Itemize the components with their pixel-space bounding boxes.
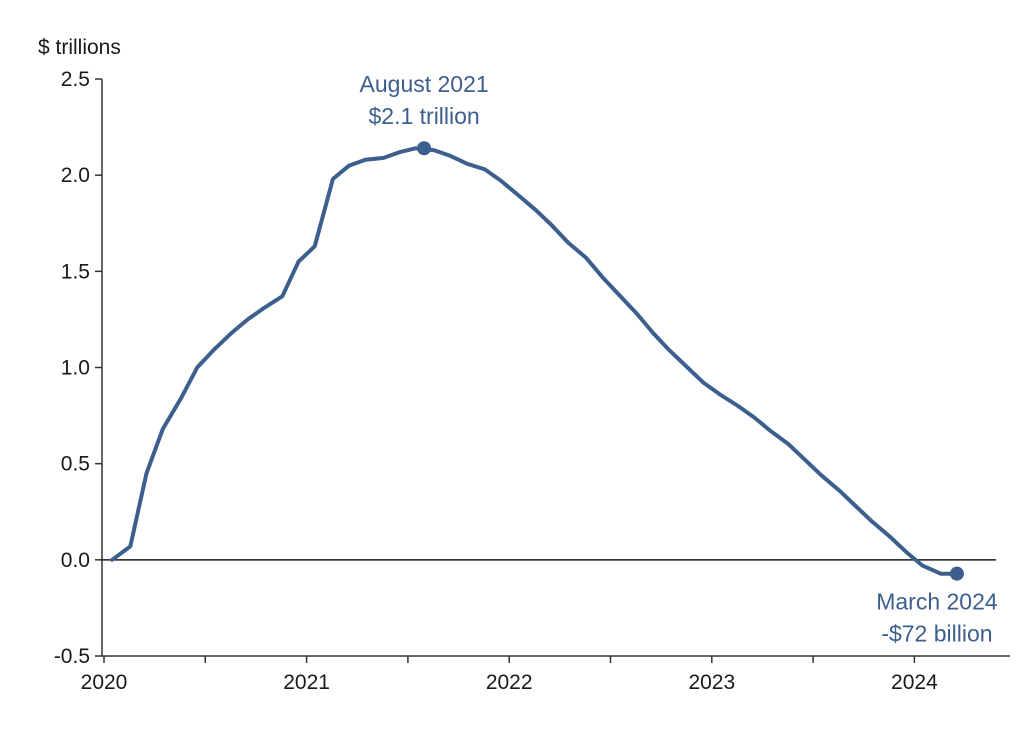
x-tick-label: 2023 bbox=[688, 671, 735, 694]
annotation-value: -$72 billion bbox=[881, 621, 992, 647]
series-line bbox=[110, 146, 959, 576]
y-tick-label: 0.5 bbox=[61, 453, 90, 476]
y-tick-label: 2.0 bbox=[61, 164, 90, 187]
annotation-date: August 2021 bbox=[360, 71, 489, 97]
annotations: August 2021 $2.1 trillion March 2024 -$72 b… bbox=[360, 71, 998, 646]
y-tick-label: 1.0 bbox=[61, 357, 90, 380]
y-axis: 2.5 2.0 1.5 1.0 0.5 0.0 -0.5 bbox=[54, 68, 103, 668]
annotation-marker bbox=[949, 566, 964, 581]
y-axis-unit-label: $ trillions bbox=[38, 36, 121, 59]
y-tick-label: -0.5 bbox=[54, 645, 90, 668]
annotation-marker bbox=[417, 141, 432, 156]
x-axis: 2020 2021 2022 2023 2024 bbox=[81, 655, 1010, 694]
annotation-date: March 2024 bbox=[876, 589, 998, 615]
x-tick-label: 2024 bbox=[891, 671, 938, 694]
x-tick-label: 2020 bbox=[81, 671, 128, 694]
x-tick-label: 2022 bbox=[486, 671, 533, 694]
y-tick-label: 0.0 bbox=[61, 549, 90, 572]
x-tick-label: 2021 bbox=[283, 671, 330, 694]
y-tick-label: 2.5 bbox=[61, 68, 90, 91]
y-tick-label: 1.5 bbox=[61, 260, 90, 283]
annotation-value: $2.1 trillion bbox=[368, 103, 479, 129]
